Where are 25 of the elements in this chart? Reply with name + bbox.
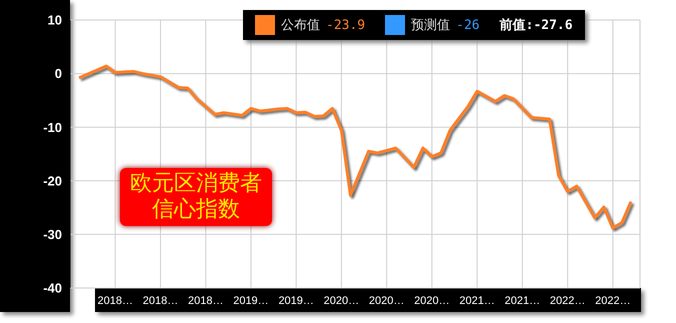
x-tick-label: 2020…: [414, 294, 450, 307]
y-tick-label: -20: [43, 173, 62, 188]
annotation: 前值:-27.6: [500, 17, 573, 34]
x-tick-label: 2021…: [504, 294, 540, 307]
line-series: [78, 64, 632, 230]
x-tick-label: 2018…: [188, 294, 224, 307]
x-tick-label: 2019…: [233, 294, 269, 307]
x-tick-label: 2018…: [142, 294, 178, 307]
x-tick-label: 2018…: [97, 294, 133, 307]
x-tick-label: 2019…: [278, 294, 314, 307]
x-tick-label: 2020…: [324, 294, 360, 307]
annotation: 预测值: [411, 17, 450, 34]
y-tick-label: -10: [43, 120, 62, 135]
y-tick-label: -40: [43, 280, 62, 296]
text: 欧元区消费者信心指数: [120, 168, 272, 226]
x-tick-label: 2022…: [550, 294, 586, 307]
y-tick-label: -30: [43, 227, 62, 242]
x-tick-label: 2021…: [459, 294, 495, 307]
annotation: -26: [456, 18, 480, 32]
x-tick-label: 2020…: [368, 294, 404, 307]
y-tick-label: 10: [48, 12, 62, 28]
x-tick-label: 2022…: [595, 294, 631, 307]
legend-label: 公布值: [281, 17, 320, 34]
y-tick-label: 0: [54, 66, 62, 82]
annotation: -23.9: [326, 18, 366, 32]
